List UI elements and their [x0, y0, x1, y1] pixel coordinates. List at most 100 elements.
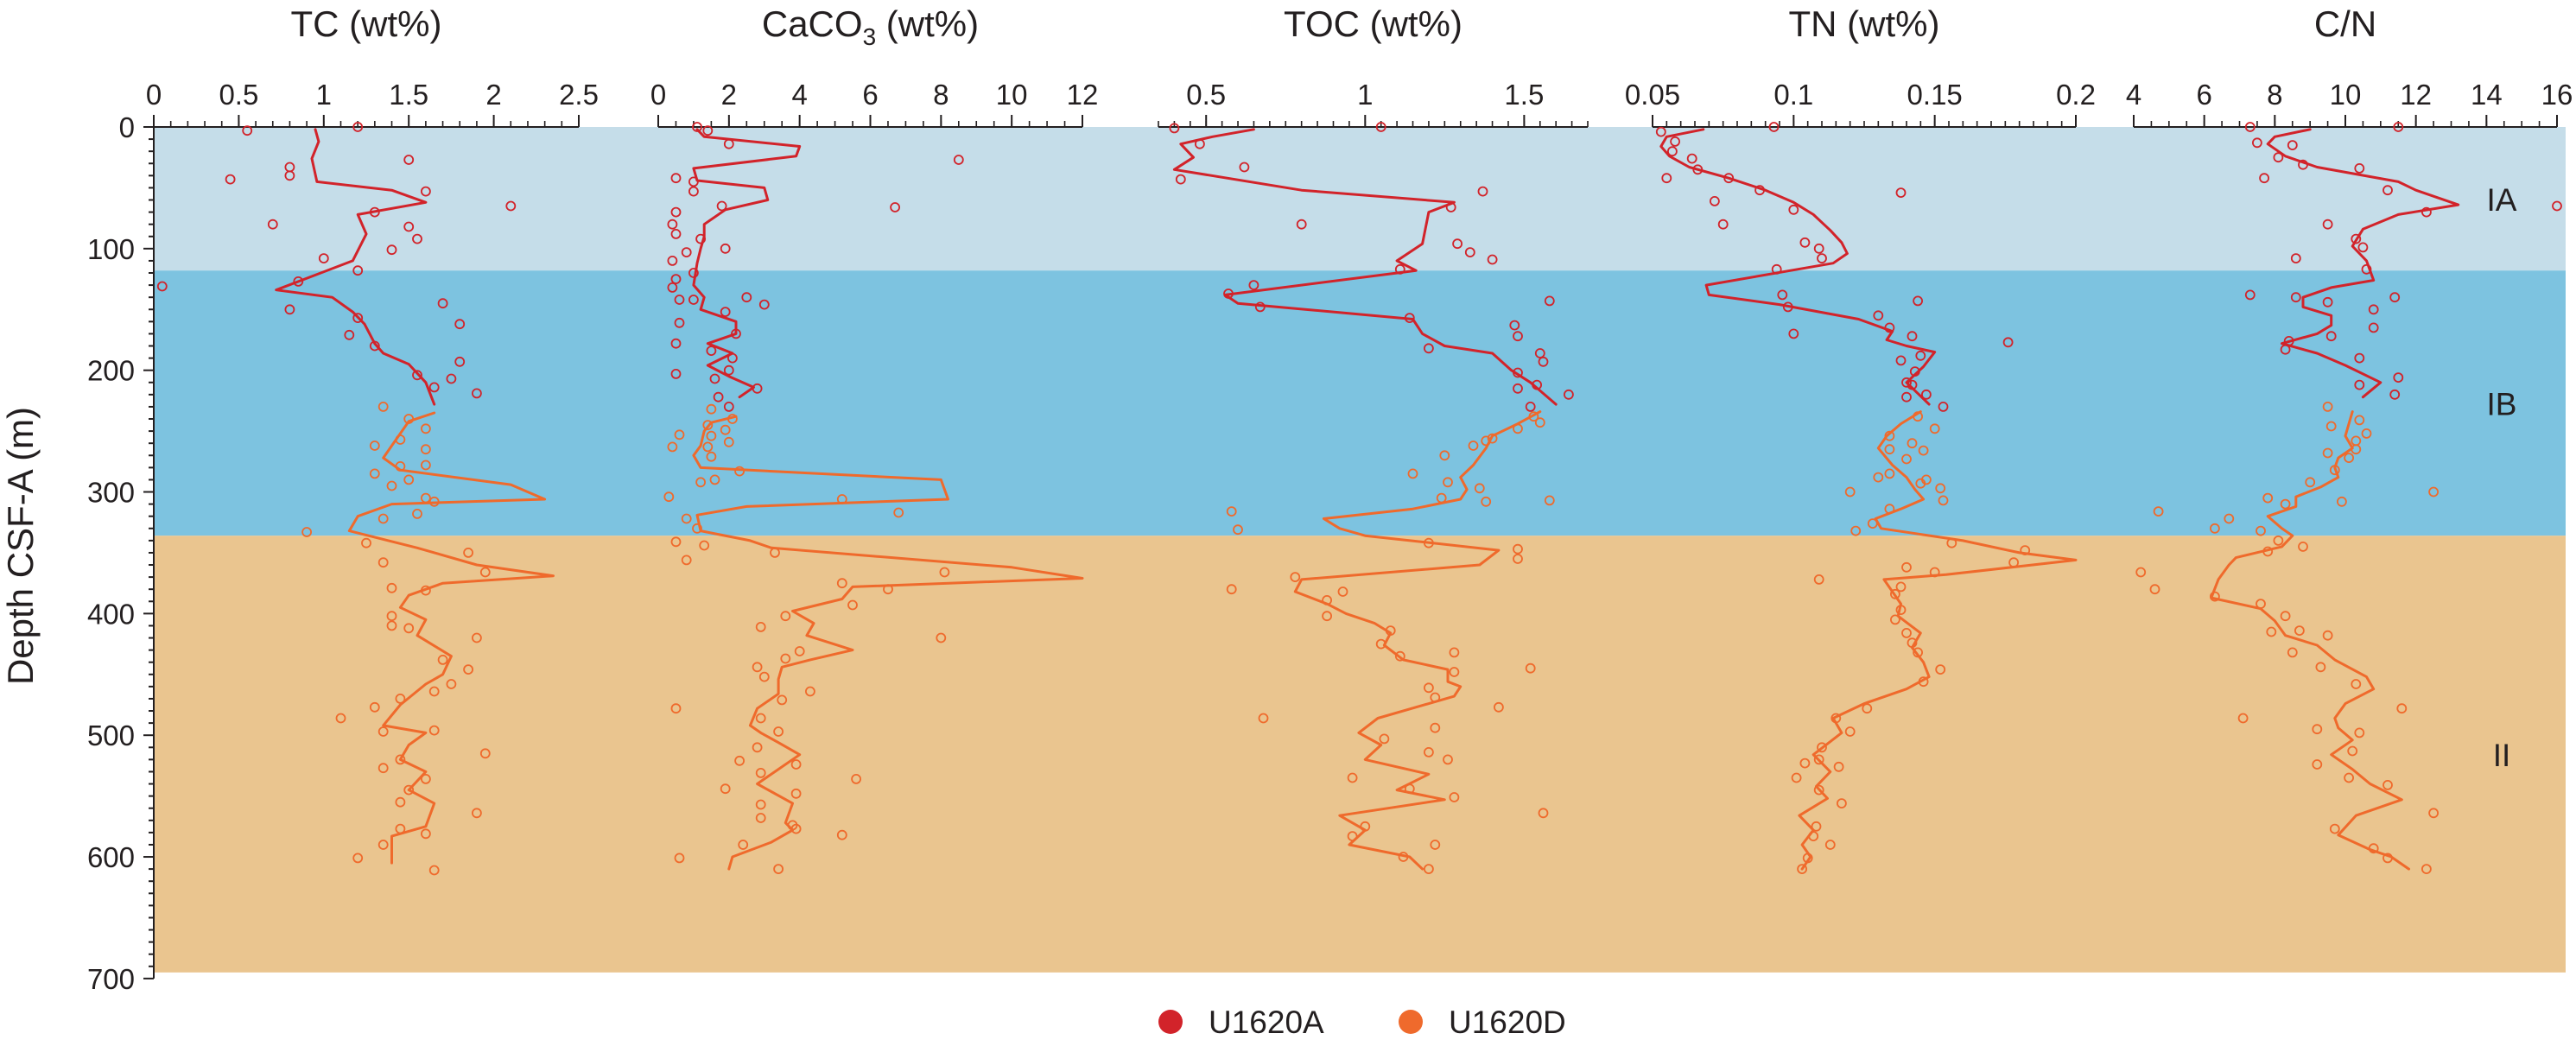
data-point-u1620d: [667, 441, 678, 453]
data-point-u1620d: [2256, 599, 2266, 609]
data-point-u1620d: [1929, 567, 1940, 578]
data-point-u1620d: [770, 548, 780, 558]
series-line-u1620d: [1293, 410, 1542, 871]
data-point-u1620a: [1532, 379, 1542, 390]
data-point-u1620a: [1771, 263, 1782, 275]
data-point-u1620a: [156, 281, 168, 292]
data-point-u1620a: [1895, 355, 1907, 366]
panel-tick-label: 0.2: [2056, 79, 2096, 111]
data-point-u1620d: [2336, 496, 2347, 507]
data-point-u1620d: [2322, 447, 2333, 459]
data-point-u1620d: [1895, 605, 1907, 615]
data-point-u1620d: [1901, 453, 1912, 465]
data-point-u1620d: [1935, 664, 1946, 675]
data-point-u1620d: [437, 655, 448, 665]
data-point-u1620d: [2280, 611, 2291, 622]
data-point-u1620a: [670, 338, 682, 349]
data-point-u1620a: [2322, 296, 2333, 307]
data-point-u1620a: [688, 176, 699, 187]
data-point-u1620a: [667, 255, 678, 266]
panel-tick-label: 2: [721, 79, 737, 111]
data-point-u1620a: [267, 219, 278, 230]
data-point-u1620a: [709, 373, 720, 384]
data-point-u1620d: [1424, 682, 1434, 694]
data-point-u1620a: [505, 200, 517, 212]
panel-2: 0 2 4 6 8 10 12 CaCO3 (wt%): [650, 3, 1099, 874]
data-point-u1620a: [674, 317, 685, 328]
unit-band-ii: [154, 536, 2566, 973]
data-point-u1620d: [2287, 647, 2298, 658]
data-point-u1620a: [412, 370, 422, 381]
data-point-u1620a: [1477, 186, 1488, 197]
data-point-u1620d: [2361, 428, 2372, 439]
data-point-u1620a: [2325, 331, 2337, 342]
data-point-u1620d: [378, 726, 389, 737]
data-point-u1620a: [352, 313, 364, 324]
data-point-u1620d: [1430, 692, 1441, 703]
data-point-u1620d: [1430, 722, 1441, 733]
data-point-u1620d: [1884, 468, 1895, 479]
data-point-u1620a: [2244, 122, 2256, 132]
depth-tick-label: 200: [87, 355, 135, 387]
data-point-u1620a: [2244, 289, 2256, 301]
data-point-u1620d: [670, 703, 682, 714]
panel-tick-label: 12: [1067, 79, 1099, 111]
data-point-u1620d: [790, 788, 802, 799]
data-point-u1620a: [403, 221, 415, 232]
data-point-u1620d: [1918, 445, 1929, 456]
panel-tick-label: 0.15: [1907, 79, 1963, 111]
data-point-u1620d: [893, 507, 904, 518]
data-point-u1620d: [692, 523, 702, 534]
data-point-u1620a: [1513, 383, 1523, 394]
data-point-u1620a: [2322, 219, 2333, 230]
data-point-u1620d: [1394, 650, 1405, 662]
panel-tick-label: 0.05: [1625, 79, 1680, 111]
data-point-u1620d: [936, 632, 947, 643]
data-point-u1620d: [2396, 703, 2408, 714]
unit-label-ia: IA: [2487, 182, 2517, 218]
data-point-u1620d: [2008, 557, 2020, 568]
data-point-u1620d: [1901, 628, 1912, 638]
data-point-u1620d: [1525, 662, 1536, 674]
panel-tick-label: 16: [2541, 79, 2573, 111]
data-point-u1620d: [412, 509, 422, 519]
data-point-u1620d: [836, 578, 847, 589]
panel-tick-label: 6: [862, 79, 878, 111]
data-point-u1620d: [2209, 523, 2220, 534]
data-point-u1620a: [2552, 200, 2562, 212]
data-point-u1620d: [1449, 792, 1460, 802]
data-point-u1620a: [1564, 389, 1574, 400]
depth-tick-label: 0: [119, 111, 135, 143]
data-point-u1620d: [420, 585, 431, 596]
series-line-u1620a: [275, 128, 436, 406]
data-point-u1620d: [734, 755, 745, 766]
data-point-u1620d: [1817, 742, 1827, 753]
data-point-u1620a: [670, 274, 682, 285]
data-point-u1620d: [755, 813, 766, 823]
data-point-u1620d: [1404, 783, 1415, 795]
data-point-u1620d: [1487, 433, 1498, 444]
data-point-u1620d: [446, 679, 457, 689]
data-point-u1620a: [723, 401, 734, 412]
data-point-u1620d: [734, 466, 745, 477]
data-point-u1620d: [2354, 415, 2365, 426]
data-point-u1620d: [352, 853, 364, 864]
data-point-u1620d: [794, 646, 805, 656]
site-legend: U1620A U1620D: [1158, 1005, 1566, 1040]
data-point-u1620a: [1296, 219, 1307, 230]
data-point-u1620a: [692, 122, 702, 132]
data-point-u1620a: [1754, 185, 1765, 196]
data-point-u1620d: [472, 632, 482, 643]
data-point-u1620a: [670, 228, 682, 239]
data-point-u1620a: [472, 388, 482, 399]
data-point-u1620d: [681, 513, 692, 524]
data-point-u1620d: [378, 401, 389, 412]
data-point-u1620d: [386, 611, 397, 622]
data-point-u1620d: [752, 742, 763, 753]
data-point-u1620d: [939, 567, 950, 578]
panel-tick-label: 10: [996, 79, 1028, 111]
panel-title-tail: (wt%): [876, 3, 979, 44]
data-point-u1620d: [755, 713, 766, 724]
data-point-u1620d: [790, 823, 802, 834]
data-point-u1620a: [1513, 367, 1523, 378]
